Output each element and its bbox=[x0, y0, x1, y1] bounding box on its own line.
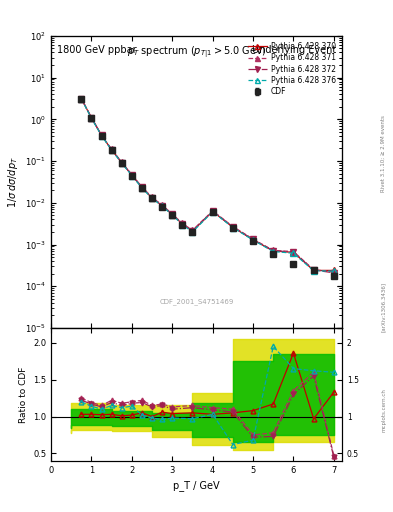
Pythia 6.428 372 bbox=[130, 172, 134, 178]
Pythia 6.428 372 bbox=[170, 211, 174, 218]
Text: 1800 GeV ppbar: 1800 GeV ppbar bbox=[57, 45, 136, 55]
Pythia 6.428 372 bbox=[160, 202, 165, 208]
Pythia 6.428 371 bbox=[331, 269, 336, 275]
Text: mcplots.cern.ch: mcplots.cern.ch bbox=[381, 388, 386, 432]
Pythia 6.428 370 bbox=[180, 221, 185, 227]
Pythia 6.428 376 bbox=[160, 203, 165, 209]
Legend: Pythia 6.428 370, Pythia 6.428 371, Pythia 6.428 372, Pythia 6.428 376, CDF: Pythia 6.428 370, Pythia 6.428 371, Pyth… bbox=[246, 39, 338, 98]
Pythia 6.428 370 bbox=[89, 115, 94, 121]
Pythia 6.428 371 bbox=[311, 267, 316, 273]
Pythia 6.428 371 bbox=[180, 220, 185, 226]
Pythia 6.428 370 bbox=[291, 249, 296, 255]
Pythia 6.428 376 bbox=[140, 185, 144, 191]
Text: Rivet 3.1.10; ≥ 2.9M events: Rivet 3.1.10; ≥ 2.9M events bbox=[381, 115, 386, 192]
Pythia 6.428 371 bbox=[140, 184, 144, 190]
Pythia 6.428 376 bbox=[150, 195, 154, 201]
Pythia 6.428 372 bbox=[180, 221, 185, 227]
Pythia 6.428 370 bbox=[130, 172, 134, 178]
Pythia 6.428 376 bbox=[99, 133, 104, 139]
Pythia 6.428 371 bbox=[271, 247, 275, 253]
Pythia 6.428 370 bbox=[160, 203, 165, 209]
Pythia 6.428 376 bbox=[291, 250, 296, 257]
Pythia 6.428 372 bbox=[331, 270, 336, 276]
Pythia 6.428 371 bbox=[251, 236, 255, 242]
Pythia 6.428 372 bbox=[140, 184, 144, 190]
Pythia 6.428 376 bbox=[190, 229, 195, 235]
Pythia 6.428 371 bbox=[160, 202, 165, 208]
Pythia 6.428 370 bbox=[311, 267, 316, 273]
Pythia 6.428 371 bbox=[109, 146, 114, 153]
Pythia 6.428 371 bbox=[291, 248, 296, 254]
Pythia 6.428 371 bbox=[210, 208, 215, 214]
Pythia 6.428 371 bbox=[170, 211, 174, 217]
Pythia 6.428 376 bbox=[251, 237, 255, 243]
Text: [arXiv:1306.3436]: [arXiv:1306.3436] bbox=[381, 282, 386, 332]
Pythia 6.428 376 bbox=[170, 212, 174, 218]
Pythia 6.428 372 bbox=[291, 249, 296, 255]
Pythia 6.428 370 bbox=[150, 195, 154, 201]
Pythia 6.428 372 bbox=[210, 208, 215, 214]
Pythia 6.428 372 bbox=[109, 146, 114, 153]
Pythia 6.428 376 bbox=[180, 222, 185, 228]
Line: Pythia 6.428 376: Pythia 6.428 376 bbox=[79, 96, 337, 274]
Pythia 6.428 376 bbox=[119, 160, 124, 166]
Pythia 6.428 376 bbox=[79, 96, 84, 102]
Text: CDF_2001_S4751469: CDF_2001_S4751469 bbox=[159, 298, 234, 305]
Pythia 6.428 370 bbox=[170, 211, 174, 218]
Pythia 6.428 371 bbox=[190, 227, 195, 233]
Pythia 6.428 371 bbox=[231, 223, 235, 229]
Text: $p_T$ spectrum ($p_{T|1} > 5.0$ GeV): $p_T$ spectrum ($p_{T|1} > 5.0$ GeV) bbox=[127, 45, 266, 60]
Pythia 6.428 372 bbox=[89, 115, 94, 121]
Pythia 6.428 372 bbox=[99, 132, 104, 138]
Pythia 6.428 376 bbox=[130, 173, 134, 179]
Pythia 6.428 370 bbox=[331, 267, 336, 273]
Pythia 6.428 371 bbox=[130, 172, 134, 178]
Pythia 6.428 371 bbox=[119, 159, 124, 165]
Pythia 6.428 371 bbox=[99, 132, 104, 138]
Pythia 6.428 370 bbox=[79, 96, 84, 102]
Pythia 6.428 376 bbox=[331, 268, 336, 274]
Pythia 6.428 372 bbox=[231, 224, 235, 230]
Text: Underlying Event: Underlying Event bbox=[252, 45, 336, 55]
Y-axis label: Ratio to CDF: Ratio to CDF bbox=[18, 366, 28, 422]
Pythia 6.428 371 bbox=[79, 95, 84, 101]
Pythia 6.428 370 bbox=[140, 185, 144, 191]
Pythia 6.428 376 bbox=[231, 224, 235, 230]
Pythia 6.428 371 bbox=[150, 194, 154, 200]
Pythia 6.428 376 bbox=[89, 115, 94, 121]
Pythia 6.428 376 bbox=[271, 248, 275, 254]
Pythia 6.428 376 bbox=[311, 268, 316, 274]
Pythia 6.428 376 bbox=[109, 147, 114, 153]
Line: Pythia 6.428 371: Pythia 6.428 371 bbox=[79, 96, 337, 275]
Line: Pythia 6.428 372: Pythia 6.428 372 bbox=[79, 96, 337, 275]
Line: Pythia 6.428 370: Pythia 6.428 370 bbox=[79, 96, 337, 273]
Pythia 6.428 370 bbox=[99, 133, 104, 139]
X-axis label: p_T / GeV: p_T / GeV bbox=[173, 480, 220, 491]
Pythia 6.428 372 bbox=[311, 267, 316, 273]
Pythia 6.428 370 bbox=[231, 224, 235, 230]
Y-axis label: $1/\sigma\,d\sigma/dp_T$: $1/\sigma\,d\sigma/dp_T$ bbox=[6, 156, 20, 208]
Pythia 6.428 372 bbox=[150, 195, 154, 201]
Pythia 6.428 372 bbox=[271, 248, 275, 254]
Pythia 6.428 372 bbox=[251, 237, 255, 243]
Pythia 6.428 370 bbox=[119, 160, 124, 166]
Pythia 6.428 370 bbox=[210, 208, 215, 215]
Pythia 6.428 371 bbox=[89, 115, 94, 121]
Pythia 6.428 370 bbox=[251, 237, 255, 243]
Pythia 6.428 372 bbox=[190, 227, 195, 233]
Pythia 6.428 370 bbox=[190, 228, 195, 234]
Pythia 6.428 372 bbox=[119, 160, 124, 166]
Pythia 6.428 376 bbox=[210, 209, 215, 215]
Pythia 6.428 370 bbox=[109, 147, 114, 153]
Pythia 6.428 370 bbox=[271, 248, 275, 254]
Pythia 6.428 372 bbox=[79, 96, 84, 102]
